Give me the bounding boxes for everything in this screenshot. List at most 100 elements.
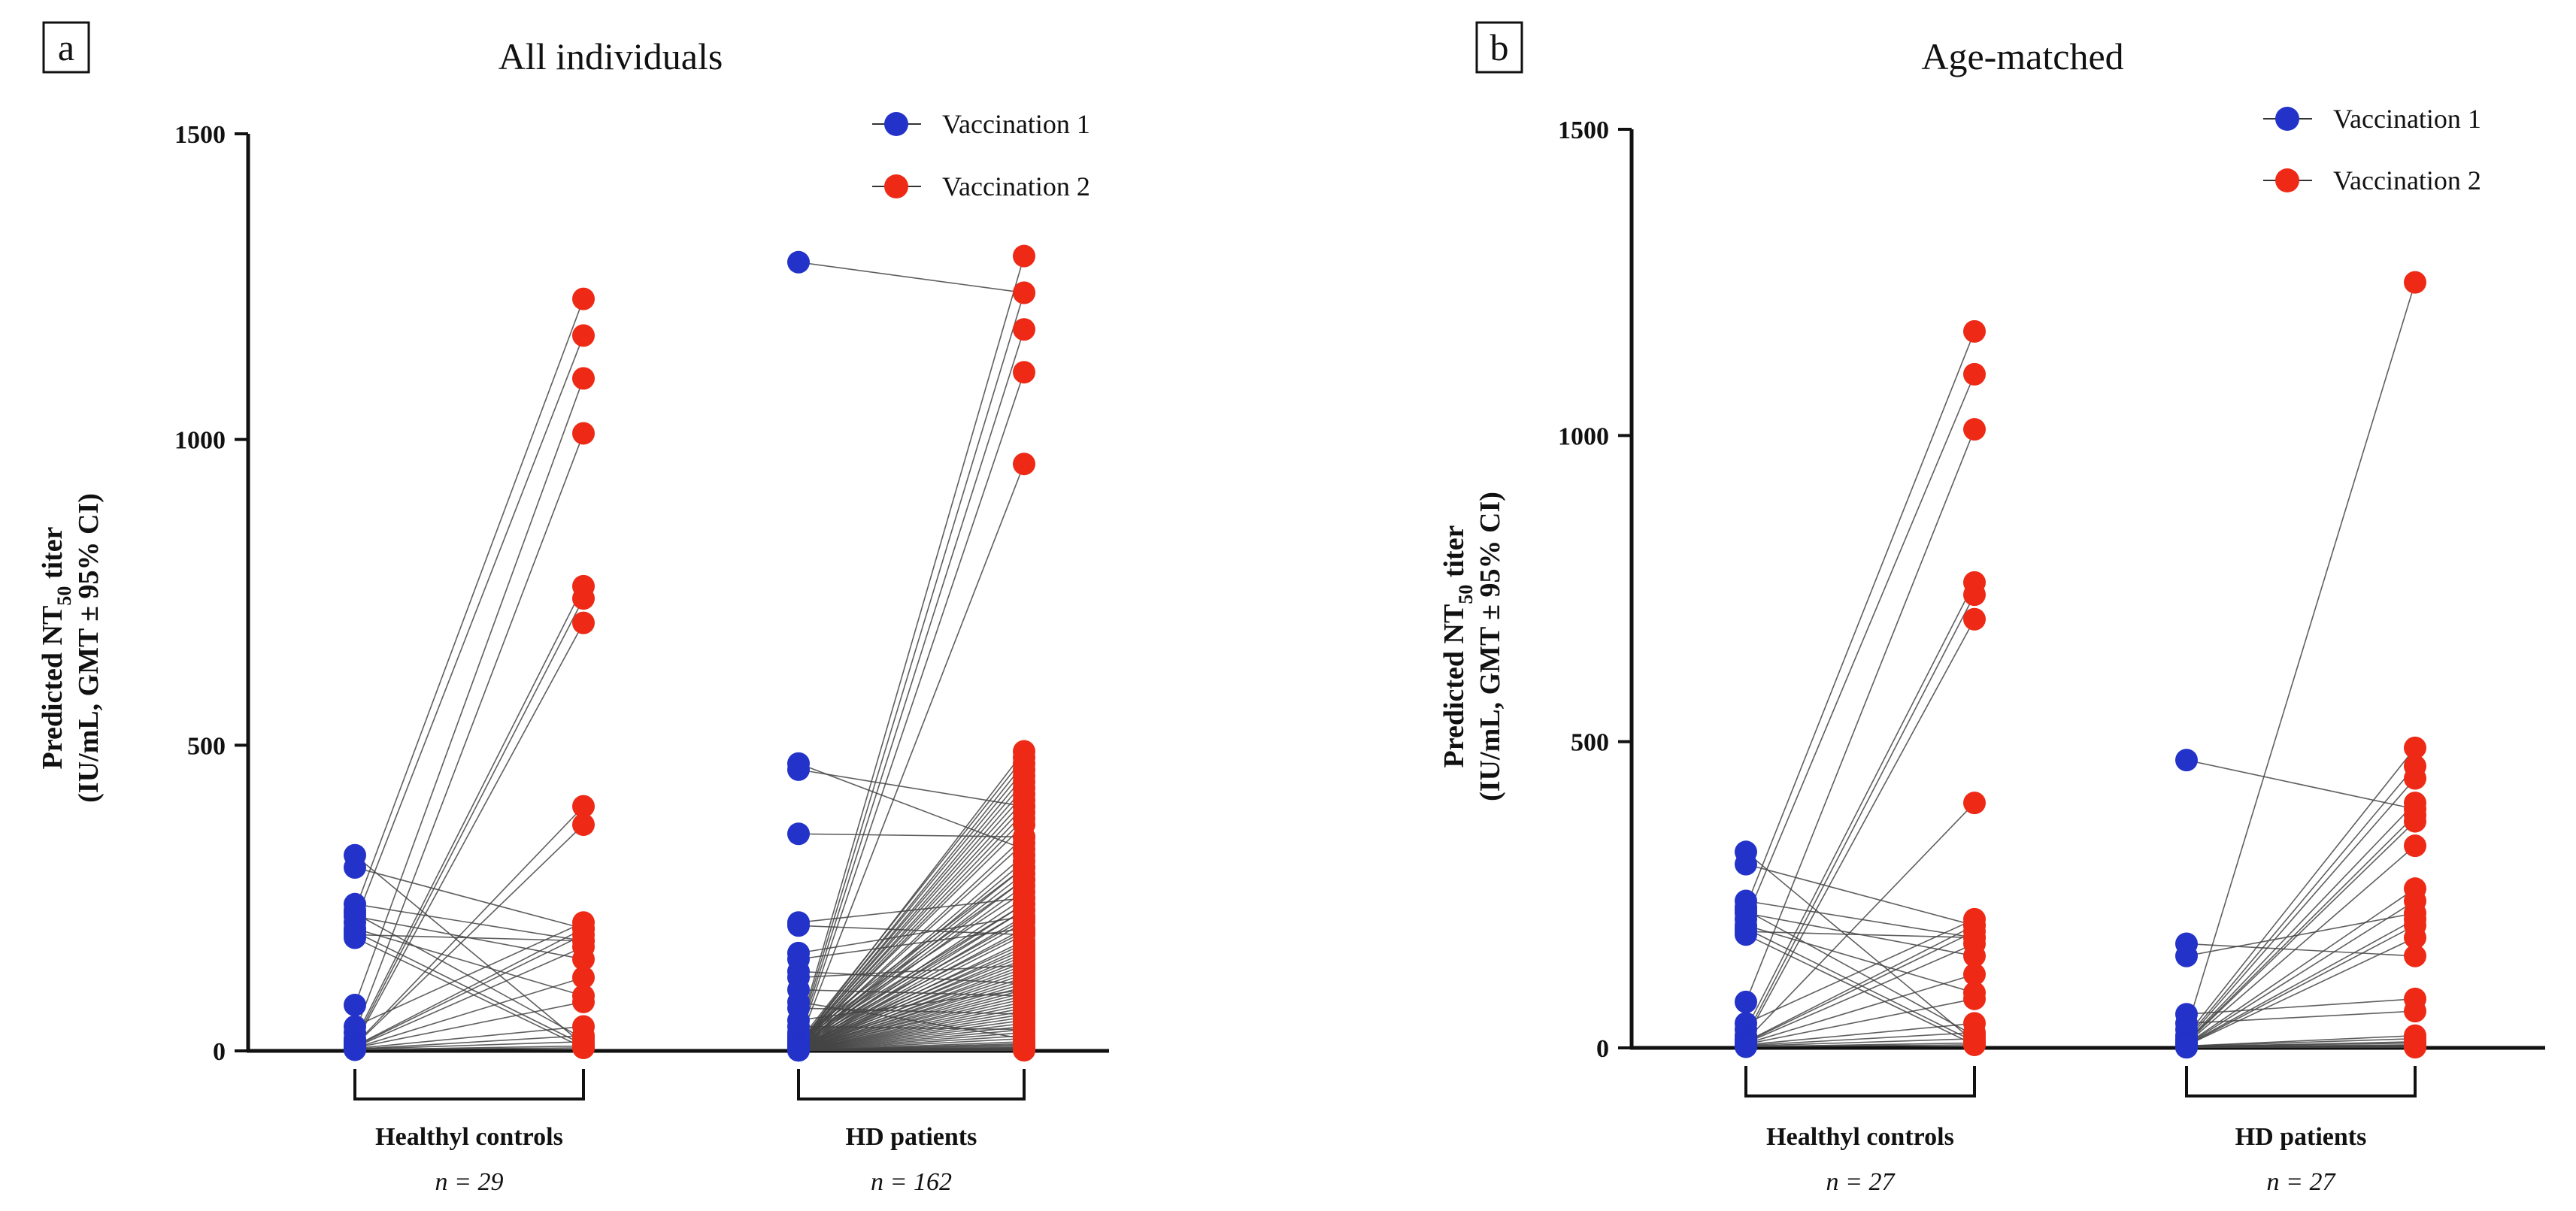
vaccination-2-point: [1963, 362, 1986, 386]
vaccination-1-point: [787, 1039, 810, 1062]
pair-line: [798, 1022, 1025, 1051]
pair-line: [798, 964, 1025, 979]
vaccination-2-point: [2404, 926, 2426, 949]
pair-line: [1745, 802, 1975, 1041]
panel-b-y-tick-label: 1000: [1558, 422, 1609, 450]
vaccination-2-point: [1013, 318, 1035, 341]
pair-line: [798, 806, 1025, 1047]
panel-a-y-tick-label: 500: [187, 732, 226, 760]
panel-b-y-axis-label-line2: (IU/mL, GMT ± 95% CI): [1474, 492, 1506, 801]
panel-b-legend-marker-2: [2275, 168, 2299, 192]
panel-b-group-2-bracket: [2185, 1066, 2417, 1097]
pair-line: [798, 1028, 1025, 1051]
panel-a-group-1-n: n = 29: [435, 1168, 504, 1196]
panel-a-group-1-label: Healthyl controls: [375, 1123, 563, 1151]
pair-line: [1745, 1022, 1975, 1046]
pair-line: [2186, 778, 2416, 1041]
vaccination-2-point: [2404, 736, 2426, 759]
vaccination-2-point: [1013, 1039, 1035, 1062]
pair-line: [2186, 820, 2416, 1044]
vaccination-1-point: [1735, 990, 1757, 1013]
pair-line: [1745, 998, 1975, 1045]
panel-a-group-2-bracket: [797, 1069, 1026, 1100]
vaccination-2-point: [572, 966, 595, 989]
pair-line: [798, 256, 1025, 1033]
pair-line: [354, 1047, 584, 1051]
pair-lines: [354, 256, 1025, 1051]
panel-b-y-axis-label: Predicted NT50 titer (IU/mL, GMT ± 95% C…: [1438, 492, 1506, 801]
vaccination-1-point: [787, 914, 810, 937]
vaccination-1-point: [2175, 944, 2198, 967]
vaccination-1-point: [1735, 852, 1757, 876]
pair-line: [2186, 282, 2416, 1030]
vaccination-2-point: [1963, 932, 1986, 955]
vaccination-1-point: [2175, 749, 2198, 772]
vaccination-1-point: [1735, 1035, 1757, 1058]
pair-line: [798, 1004, 1025, 1051]
vaccination-1-points: [344, 250, 810, 1062]
vaccination-2-point: [1963, 963, 1986, 986]
vaccination-2-point: [1963, 319, 1986, 343]
panel-a-badge-box: [42, 21, 90, 74]
pair-line: [2186, 1044, 2416, 1048]
panel-a-legend: Vaccination 1 Vaccination 2: [872, 109, 1090, 201]
pair-line: [1745, 582, 1975, 1030]
pair-line: [2186, 998, 2416, 1015]
pair-line: [798, 329, 1025, 1039]
pair-line: [798, 371, 1025, 1043]
panel-b-y-tick-label: 1500: [1558, 117, 1609, 144]
pair-line: [1745, 919, 1975, 1025]
pair-line: [2186, 814, 2416, 1043]
vaccination-2-point: [1013, 831, 1035, 855]
pair-line: [798, 979, 1025, 1050]
vaccination-2-point: [572, 287, 595, 310]
panel-a-legend-label-2: Vaccination 2: [942, 171, 1090, 201]
pair-line: [2186, 845, 2416, 1044]
pair-line: [354, 586, 584, 1040]
pair-line: [2186, 765, 2416, 1040]
pair-line: [1745, 973, 1975, 1045]
vaccination-1-point: [2175, 1036, 2198, 1059]
panel-b-y-tick-label: 0: [1596, 1035, 1609, 1063]
vaccination-2-points: [572, 244, 1035, 1062]
pair-line: [798, 1037, 1025, 1051]
pair-line: [2186, 747, 2416, 1037]
panel-b-legend-marker-1: [2275, 107, 2299, 131]
pair-line: [354, 976, 584, 1049]
panel-a-data-layer: [344, 244, 1035, 1062]
panel-b-legend: Vaccination 1 Vaccination 2: [2263, 104, 2481, 195]
pair-line: [2186, 912, 2416, 957]
pair-line: [798, 762, 1025, 850]
pair-line: [2186, 802, 2416, 1043]
panel-a-y-tick-label: 1000: [174, 427, 226, 455]
pair-line: [1745, 428, 1975, 1003]
vaccination-2-points: [1963, 271, 2426, 1059]
pair-line: [1745, 619, 1975, 1040]
pair-line: [798, 262, 1025, 294]
panel-a-y-axis-label-line1: Predicted NT50 titer: [37, 526, 75, 769]
pair-line: [798, 931, 1025, 1046]
vaccination-2-point: [572, 587, 595, 610]
pair-line: [2186, 919, 2416, 1046]
pair-line: [1745, 925, 1975, 994]
panel-a-group-2-n: n = 162: [871, 1168, 952, 1196]
vaccination-2-point: [2404, 944, 2426, 967]
panel-b-y-tick-label: 500: [1571, 729, 1609, 757]
vaccination-2-point: [1963, 583, 1986, 607]
pair-line: [1745, 863, 1975, 926]
panel-a-badge: a: [58, 26, 74, 68]
panel-b-y-ticks: 0 500 1000 1500: [1558, 117, 1632, 1063]
vaccination-2-point: [2404, 767, 2426, 790]
panel-b-group-2-label: HD patients: [2235, 1123, 2367, 1151]
pair-line: [1745, 851, 1975, 1043]
panel-a-legend-marker-1: [884, 112, 908, 136]
pair-line: [1745, 928, 1975, 1043]
vaccination-2-point: [572, 1036, 595, 1059]
pair-line: [798, 891, 1025, 1042]
vaccination-2-point: [1013, 244, 1035, 268]
panel-b-badge: b: [1490, 26, 1509, 68]
pair-line: [354, 824, 584, 1046]
pair-line: [798, 1016, 1025, 1051]
pair-line: [1745, 594, 1975, 1037]
pair-line: [798, 943, 1025, 1047]
